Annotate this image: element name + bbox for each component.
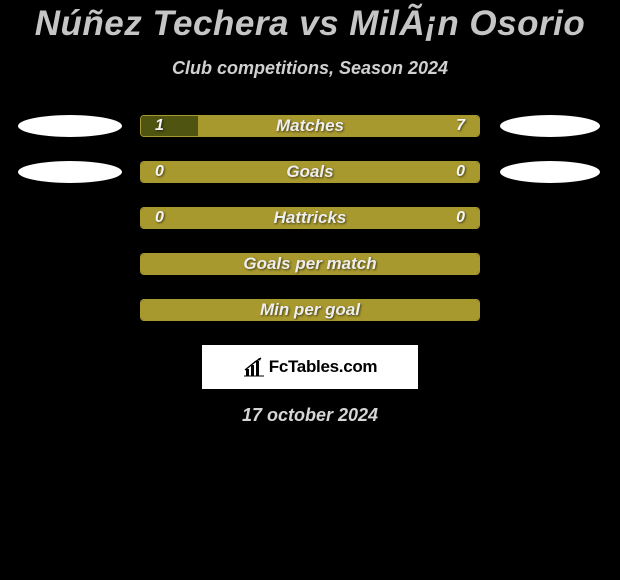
- stat-bar: Goals0 0: [140, 161, 480, 183]
- comparison-card: Núñez Techera vs MilÃ¡n Osorio Club comp…: [0, 0, 620, 426]
- stat-value-left: 0: [155, 162, 164, 182]
- player-logo-right: [500, 161, 600, 183]
- stat-label: Min per goal: [141, 300, 479, 320]
- brand-badge: FcTables.com: [202, 345, 418, 389]
- stat-bar: Min per goal: [140, 299, 480, 321]
- stat-label: Matches: [141, 116, 479, 136]
- stat-row: Min per goal: [0, 299, 620, 321]
- stat-bar: Matches1 7: [140, 115, 480, 137]
- stat-value-right: 7: [456, 116, 465, 136]
- stat-bar: Goals per match: [140, 253, 480, 275]
- subtitle: Club competitions, Season 2024: [0, 58, 620, 79]
- page-title: Núñez Techera vs MilÃ¡n Osorio: [0, 4, 620, 44]
- player-logo-left: [18, 161, 122, 183]
- stat-row: Matches1 7: [0, 115, 620, 137]
- stat-value-right: 0: [456, 162, 465, 182]
- stat-label: Goals: [141, 162, 479, 182]
- bar-chart-icon: [243, 357, 265, 377]
- stat-value-left: 0: [155, 208, 164, 228]
- logo-slot-right: [490, 161, 610, 183]
- stat-row: Hattricks0 0: [0, 207, 620, 229]
- logo-slot-left: [10, 161, 130, 183]
- stat-row: Goals per match: [0, 253, 620, 275]
- stat-value-left: 1: [155, 116, 164, 136]
- stat-value-right: 0: [456, 208, 465, 228]
- player-logo-left: [18, 115, 122, 137]
- logo-slot-right: [490, 115, 610, 137]
- stat-rows: Matches17Goals00Hattricks00Goals per mat…: [0, 115, 620, 321]
- brand-text: FcTables.com: [269, 357, 378, 377]
- stat-bar: Hattricks0 0: [140, 207, 480, 229]
- date-label: 17 october 2024: [0, 405, 620, 426]
- brand-inner: FcTables.com: [243, 357, 378, 377]
- player-logo-right: [500, 115, 600, 137]
- logo-slot-left: [10, 115, 130, 137]
- stat-row: Goals0 0: [0, 161, 620, 183]
- stat-label: Goals per match: [141, 254, 479, 274]
- stat-label: Hattricks: [141, 208, 479, 228]
